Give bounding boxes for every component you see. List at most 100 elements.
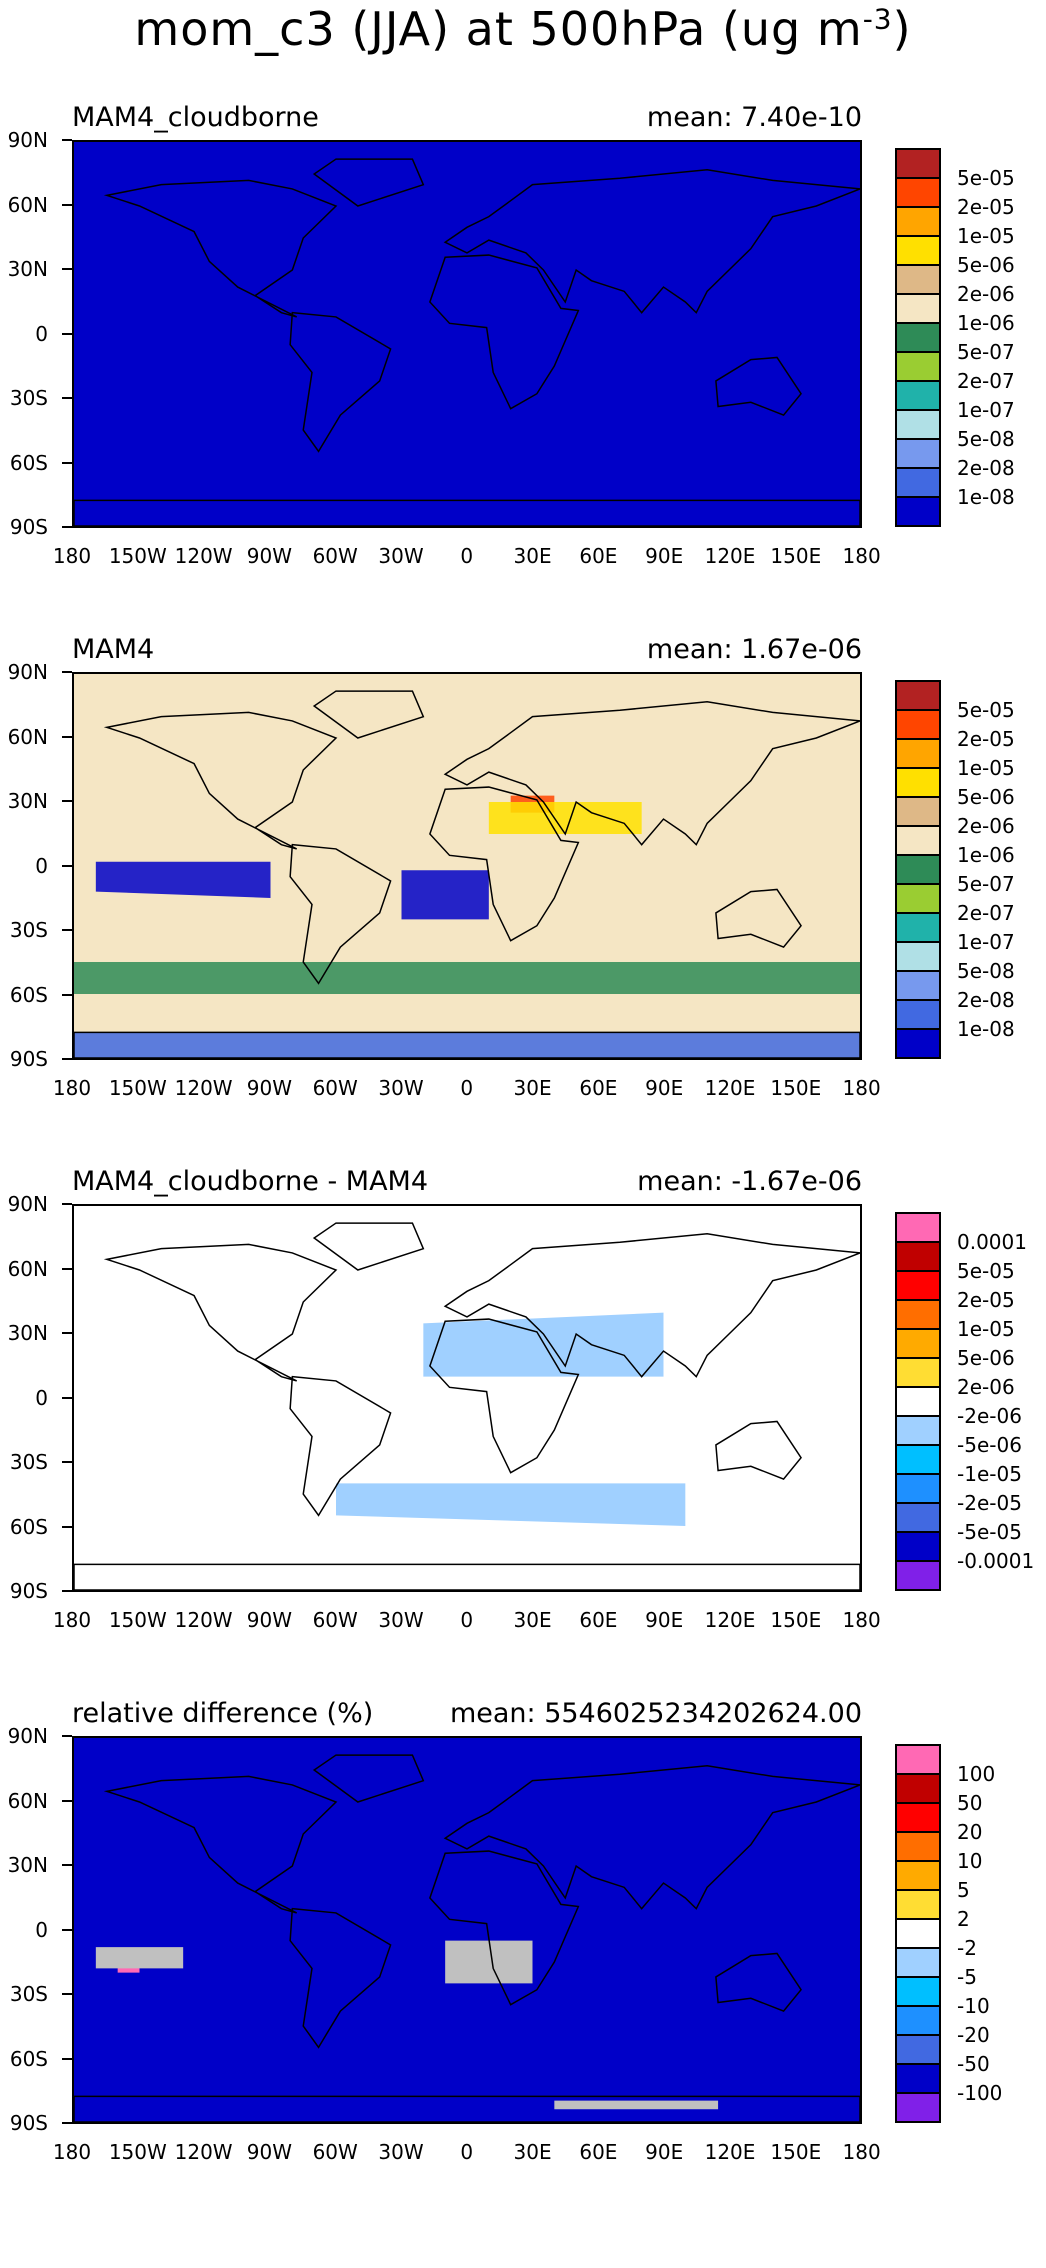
lon-label: 60E [579,1608,618,1632]
map-area [72,1204,862,1592]
lat-label: 0 [35,1917,48,1942]
colorbar-box [895,177,941,208]
coastline [289,1375,392,1517]
lon-label: 180 [52,1608,92,1632]
colorbar-box [895,1531,941,1562]
contour-region [74,1032,860,1058]
map-panel: MAM4_cloudborne - MAM4 mean: -1.67e-06 90N… [0,1166,1046,1736]
lat-label: 90N [7,660,48,684]
contour-region [336,1483,686,1526]
contour-region [488,802,642,834]
lon-label: 150W [108,1608,167,1632]
lon-label: 0 [460,2140,474,2164]
lon-label: 30E [513,544,552,568]
lon-label: 180 [842,2140,881,2164]
lon-label: 30E [513,2140,552,2164]
colorbar-label: -100 [957,2081,1003,2105]
lon-label: 180 [52,544,92,568]
lat-tick [62,1058,72,1060]
colorbar-box [895,206,941,237]
colorbar-box [895,1473,941,1504]
lat-label: 60S [9,2046,48,2071]
lat-label: 90N [7,128,48,152]
lat-tick [62,526,72,528]
lon-label: 120E [704,1076,756,1100]
colorbar-label: 2e-08 [957,988,1015,1012]
lat-tick [62,2122,72,2124]
lat-label: 30N [7,789,48,813]
title-exponent: -3 [862,2,893,36]
coastline-layer [74,690,860,1058]
lat-tick [62,1799,72,1802]
colorbar-label: 20 [957,1820,983,1844]
coastline [715,888,802,948]
contour-region [74,962,860,994]
lon-label: 180 [52,1076,92,1100]
lon-label: 0 [460,1076,474,1100]
colorbar-label: 5e-05 [957,1259,1015,1283]
lon-label: 120E [704,2140,756,2164]
coastline [443,700,860,846]
colorbar-label: 5e-06 [957,1346,1015,1370]
lat-tick [62,1590,72,1592]
colorbar-box [895,293,941,324]
lon-label: 90E [645,544,684,568]
lat-label: 60N [7,724,48,749]
coastline [289,311,392,453]
colorbar-box [895,738,941,769]
lat-tick [62,332,72,335]
lon-label: 60E [579,544,618,568]
lat-tick [62,1735,72,1737]
lat-label: 90N [7,1192,48,1216]
colorbar-box [895,941,941,972]
lon-label: 60E [579,2140,618,2164]
colorbar-label: 5e-06 [957,253,1015,277]
colorbar-box [895,1212,941,1243]
colorbar-label: -10 [957,1994,990,2018]
coastline [715,356,802,416]
lat-tick [62,461,72,464]
colorbar-label: -5e-05 [957,1520,1022,1544]
colorbar-box [895,709,941,740]
colorbar-label: 10 [957,1849,983,1873]
lat-label: 90S [9,1579,48,1603]
lat-label: 90N [7,1724,48,1748]
colorbar-box [895,351,941,382]
colorbar-box [895,1299,941,1330]
contour-region [445,1940,533,1984]
lat-tick [62,139,72,141]
colorbar-box [895,1773,941,1804]
colorbar-label: 2e-05 [957,1288,1015,1312]
panel-mean: mean: 1.67e-06 [646,634,862,665]
colorbar-box [895,1270,941,1301]
panel-title: relative difference (%) [72,1698,374,1729]
title-text: mom_c3 (JJA) at 500hPa (ug m [134,2,863,56]
lat-label: 0 [35,1385,48,1410]
map-panel: MAM4_cloudborne mean: 7.40e-10 90N 60N 30N 0 3… [0,102,1046,672]
colorbar-box [895,825,941,856]
lon-label: 90E [645,2140,684,2164]
coastline [312,158,425,207]
map-panel: MAM4 mean: 1.67e-06 90N 60N 30N 0 30S 60S 90S 180… [0,634,1046,1204]
colorbar-box [895,1802,941,1833]
colorbar-label: -2 [957,1936,977,1960]
lat-tick [62,1396,72,1399]
lon-label: 30E [513,1608,552,1632]
colorbar-box [895,148,941,179]
colorbar-box [895,883,941,914]
lat-label: 30N [7,1321,48,1345]
colorbar-box [895,496,941,527]
lat-label: 60S [9,982,48,1007]
lat-tick [62,1928,72,1931]
colorbar-label: 2 [957,1907,970,1931]
lat-label: 90S [9,515,48,539]
colorbar-box [895,264,941,295]
colorbar-box [895,767,941,798]
colorbar-label: 1e-05 [957,756,1015,780]
map-area [72,672,862,1060]
coastline [103,711,338,850]
colorbar-box [895,2092,941,2123]
colorbar-label: 100 [957,1762,996,1786]
colorbar-box [895,970,941,1001]
colorbar-label: 5e-06 [957,785,1015,809]
